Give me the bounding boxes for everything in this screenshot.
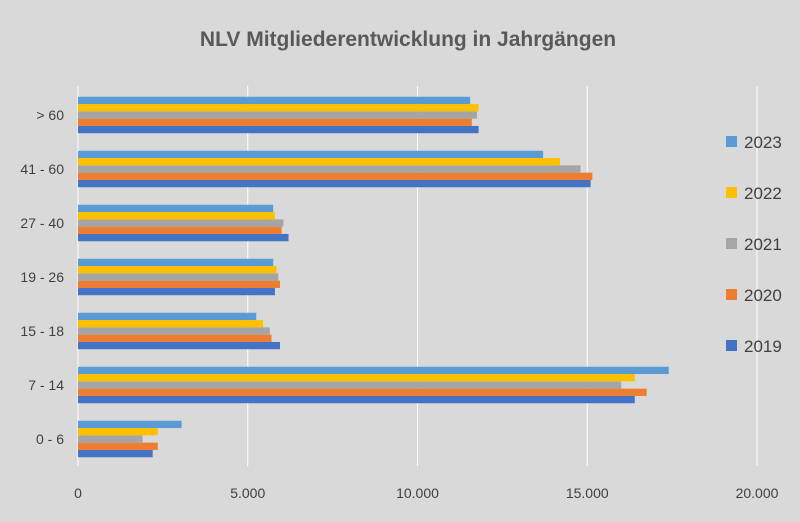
bar-2020-4: [78, 226, 282, 234]
bar-2021-5: [78, 165, 581, 173]
legend-swatch-2020: [726, 289, 737, 300]
x-tick-label-1: 5.000: [230, 485, 265, 501]
bar-2022-0: [78, 428, 158, 436]
legend-label-2021: 2021: [744, 235, 782, 254]
legend-label-2019: 2019: [744, 337, 782, 356]
bar-2022-1: [78, 374, 635, 382]
bar-2023-4: [78, 204, 274, 213]
x-tick-label-3: 15.000: [566, 485, 609, 501]
category-label-5: 41 - 60: [20, 161, 64, 177]
bar-2022-2: [78, 320, 264, 328]
chart-title: NLV Mitgliederentwicklung in Jahrgängen: [200, 28, 616, 51]
bar-2020-3: [78, 280, 281, 288]
category-label-1: 7 - 14: [28, 377, 64, 393]
bar-2023-0: [78, 420, 182, 429]
legend-swatch-2023: [726, 136, 737, 147]
category-label-0: 0 - 6: [36, 431, 64, 447]
bar-2019-3: [78, 287, 275, 296]
bar-2020-0: [78, 442, 158, 450]
x-tick-label-2: 10.000: [396, 485, 439, 501]
bar-2022-3: [78, 266, 277, 274]
bar-2019-2: [78, 341, 281, 350]
bar-2019-6: [78, 125, 479, 134]
x-axis-tick-labels: 0 5.000 10.000 15.000 20.000: [74, 485, 779, 501]
bar-2021-4: [78, 219, 284, 227]
category-label-3: 19 - 26: [20, 269, 64, 285]
bar-2021-6: [78, 111, 477, 119]
bar-2021-3: [78, 273, 279, 281]
bar-2020-1: [78, 388, 647, 396]
bar-2022-6: [78, 104, 479, 112]
category-label-2: 15 - 18: [20, 323, 64, 339]
bar-2023-6: [78, 96, 471, 105]
legend-swatch-2021: [726, 238, 737, 249]
bar-2023-2: [78, 312, 257, 321]
bar-2019-1: [78, 395, 635, 404]
legend-swatch-2019: [726, 340, 737, 351]
category-label-4: 27 - 40: [20, 215, 64, 231]
legend-label-2020: 2020: [744, 286, 782, 305]
bar-2023-3: [78, 258, 274, 267]
bar-2022-4: [78, 212, 275, 220]
bar-2019-0: [78, 449, 153, 458]
x-tick-label-4: 20.000: [736, 485, 779, 501]
category-labels: 0 - 6 7 - 14 15 - 18 19 - 26 27 - 40 41 - 60 >…: [20, 107, 64, 447]
bar-2021-2: [78, 327, 270, 335]
bar-2020-5: [78, 172, 593, 180]
bar-2021-0: [78, 435, 143, 443]
bar-2021-1: [78, 381, 622, 389]
bar-2023-1: [78, 366, 669, 375]
bar-2022-5: [78, 158, 561, 166]
legend-label-2023: 2023: [744, 133, 782, 152]
legend-swatch-2022: [726, 187, 737, 198]
bar-2020-6: [78, 118, 472, 126]
bar-2019-4: [78, 233, 289, 242]
category-label-6: > 60: [36, 107, 64, 123]
x-tick-label-0: 0: [74, 485, 82, 501]
bars: [78, 96, 669, 458]
bar-2019-5: [78, 179, 591, 188]
legend: 2023 2022 2021 2020 2019: [726, 133, 782, 356]
bar-2020-2: [78, 334, 272, 342]
legend-label-2022: 2022: [744, 184, 782, 203]
bar-2023-5: [78, 150, 544, 159]
